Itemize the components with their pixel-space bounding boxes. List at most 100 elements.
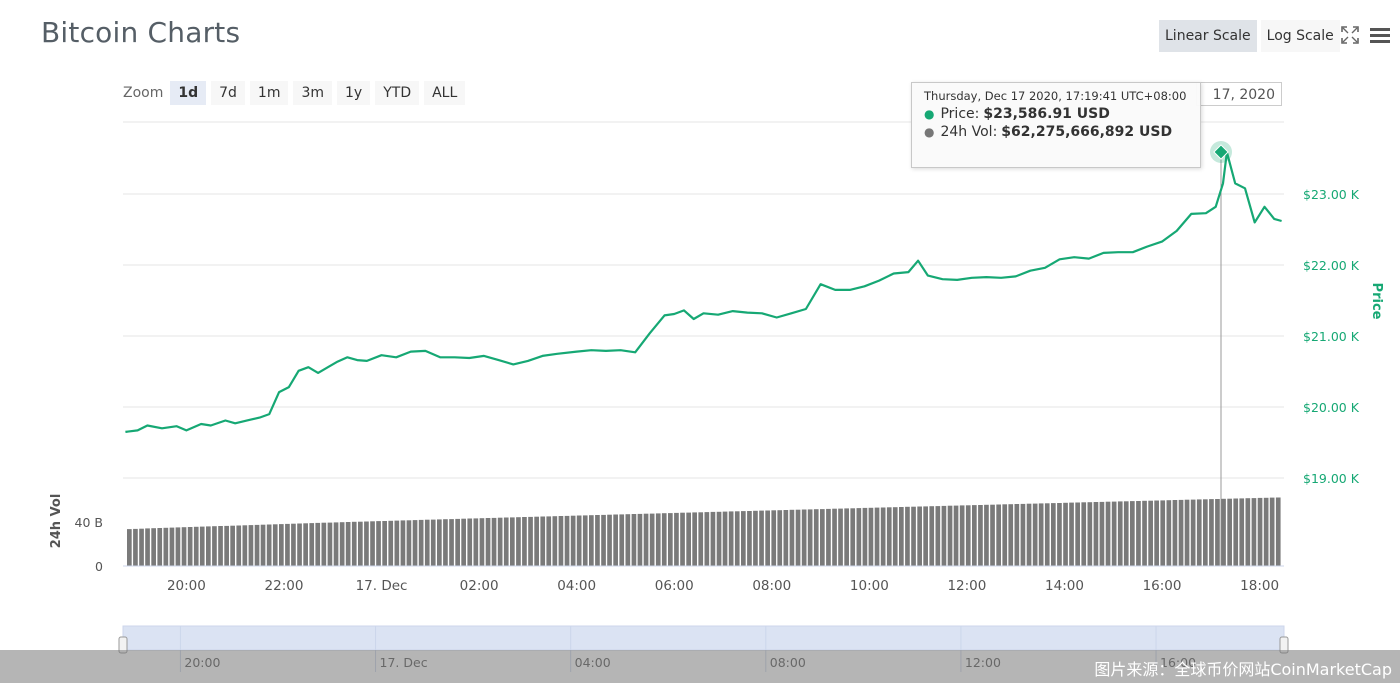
tooltip-price-label: Price: — [940, 106, 980, 122]
volume-bar — [151, 528, 156, 566]
volume-bar — [996, 504, 1001, 566]
volume-bar — [1184, 499, 1190, 566]
volume-bar — [990, 504, 995, 566]
volume-bar — [734, 511, 740, 566]
volume-bar — [503, 517, 509, 566]
volume-bar — [1099, 501, 1105, 566]
volume-bar — [285, 523, 290, 566]
scale-toggle: Linear Scale Log Scale — [1159, 20, 1340, 52]
volume-bar — [127, 529, 132, 566]
volume-bar — [206, 526, 211, 566]
zoom-3m-button[interactable]: 3m — [293, 81, 333, 105]
tooltip-price-value: $23,586.91 USD — [983, 106, 1110, 122]
volume-bar — [1190, 499, 1196, 566]
zoom-label: Zoom — [123, 85, 164, 101]
volume-bar — [832, 508, 837, 566]
tooltip-volume-value: $62,275,666,892 USD — [1001, 124, 1173, 140]
y-tick-label: $21.00 K — [1303, 329, 1360, 344]
volume-bar — [576, 515, 582, 566]
linear-scale-button[interactable]: Linear Scale — [1159, 20, 1257, 52]
volume-bar — [212, 526, 217, 566]
zoom-all-button[interactable]: ALL — [424, 81, 466, 105]
volume-bar — [965, 505, 971, 566]
vol-tick-label: 0 — [95, 559, 103, 574]
volume-bar — [935, 506, 941, 566]
volume-bar — [236, 525, 242, 566]
x-tick-label: 17. Dec — [356, 578, 408, 594]
x-tick-label: 06:00 — [655, 578, 694, 594]
volume-bar — [534, 516, 539, 566]
page-title: Bitcoin Charts — [41, 16, 241, 49]
volume-bar — [546, 516, 552, 566]
volume-bar — [297, 523, 302, 566]
volume-bar — [1154, 500, 1159, 566]
volume-bar — [1044, 503, 1050, 566]
volume-bar — [674, 512, 679, 566]
volume-bar — [1057, 503, 1062, 566]
volume-bar — [1148, 500, 1153, 566]
zoom-1m-button[interactable]: 1m — [249, 81, 289, 105]
zoom-7d-button[interactable]: 7d — [211, 81, 245, 105]
volume-bar — [388, 520, 394, 566]
volume-bar — [291, 523, 296, 566]
log-scale-button[interactable]: Log Scale — [1260, 20, 1340, 52]
tooltip-price-row: ● Price: $23,586.91 USD — [924, 106, 1188, 122]
volume-bar — [741, 511, 746, 566]
y-tick-label: $22.00 K — [1303, 258, 1360, 273]
volume-bar — [795, 509, 801, 566]
volume-bar — [1215, 499, 1220, 566]
zoom-ytd-button[interactable]: YTD — [375, 81, 420, 105]
hover-tooltip: Thursday, Dec 17 2020, 17:19:41 UTC+08:0… — [911, 82, 1201, 168]
volume-bar — [1123, 501, 1129, 566]
volume-bar — [491, 517, 497, 566]
volume-bar — [655, 513, 661, 566]
zoom-selector: Zoom 1d 7d 1m 3m 1y YTD ALL — [123, 81, 466, 105]
fullscreen-icon[interactable] — [1337, 22, 1363, 48]
zoom-1y-button[interactable]: 1y — [337, 81, 371, 105]
volume-bar — [892, 507, 898, 566]
volume-bar — [1069, 502, 1074, 566]
volume-bar — [321, 522, 327, 566]
volume-bar — [771, 510, 777, 566]
volume-bar — [558, 516, 564, 566]
volume-bar — [680, 512, 685, 566]
volume-bar — [868, 507, 874, 566]
volume-bar — [783, 510, 789, 566]
volume-bar — [747, 511, 752, 566]
volume-bar — [309, 523, 315, 566]
volume-bar — [485, 518, 491, 566]
volume-bar — [820, 509, 825, 566]
price-series-dot-icon: ● — [924, 107, 935, 121]
volume-bar — [1008, 504, 1014, 566]
volume-bar — [254, 524, 260, 566]
volume-bar — [801, 509, 807, 566]
volume-axis-title: 24h Vol — [49, 494, 64, 549]
volume-bar — [704, 512, 710, 566]
volume-bar — [248, 525, 254, 566]
zoom-1d-button[interactable]: 1d — [170, 81, 207, 105]
volume-bar — [728, 511, 734, 566]
volume-bar — [528, 516, 533, 566]
volume-bar — [899, 507, 904, 566]
volume-bar — [345, 522, 351, 566]
volume-bar — [850, 508, 856, 566]
volume-bar — [242, 525, 248, 566]
volume-bar — [1221, 498, 1226, 566]
volume-bar — [625, 514, 631, 566]
volume-bar — [272, 524, 278, 566]
volume-bar — [941, 505, 947, 566]
volume-bar — [1136, 501, 1141, 566]
volume-bar — [394, 520, 400, 566]
volume-bars — [127, 497, 1281, 566]
volume-bar — [649, 513, 655, 566]
volume-bar — [187, 527, 193, 566]
hamburger-menu-icon[interactable] — [1367, 22, 1393, 48]
volume-bar — [510, 517, 515, 566]
volume-bar — [382, 521, 387, 566]
volume-bar — [886, 507, 892, 566]
volume-bar — [1063, 502, 1068, 566]
x-tick-label: 02:00 — [460, 578, 499, 594]
volume-bar — [1160, 500, 1166, 566]
x-tick-label: 16:00 — [1143, 578, 1182, 594]
volume-bar — [181, 527, 187, 566]
